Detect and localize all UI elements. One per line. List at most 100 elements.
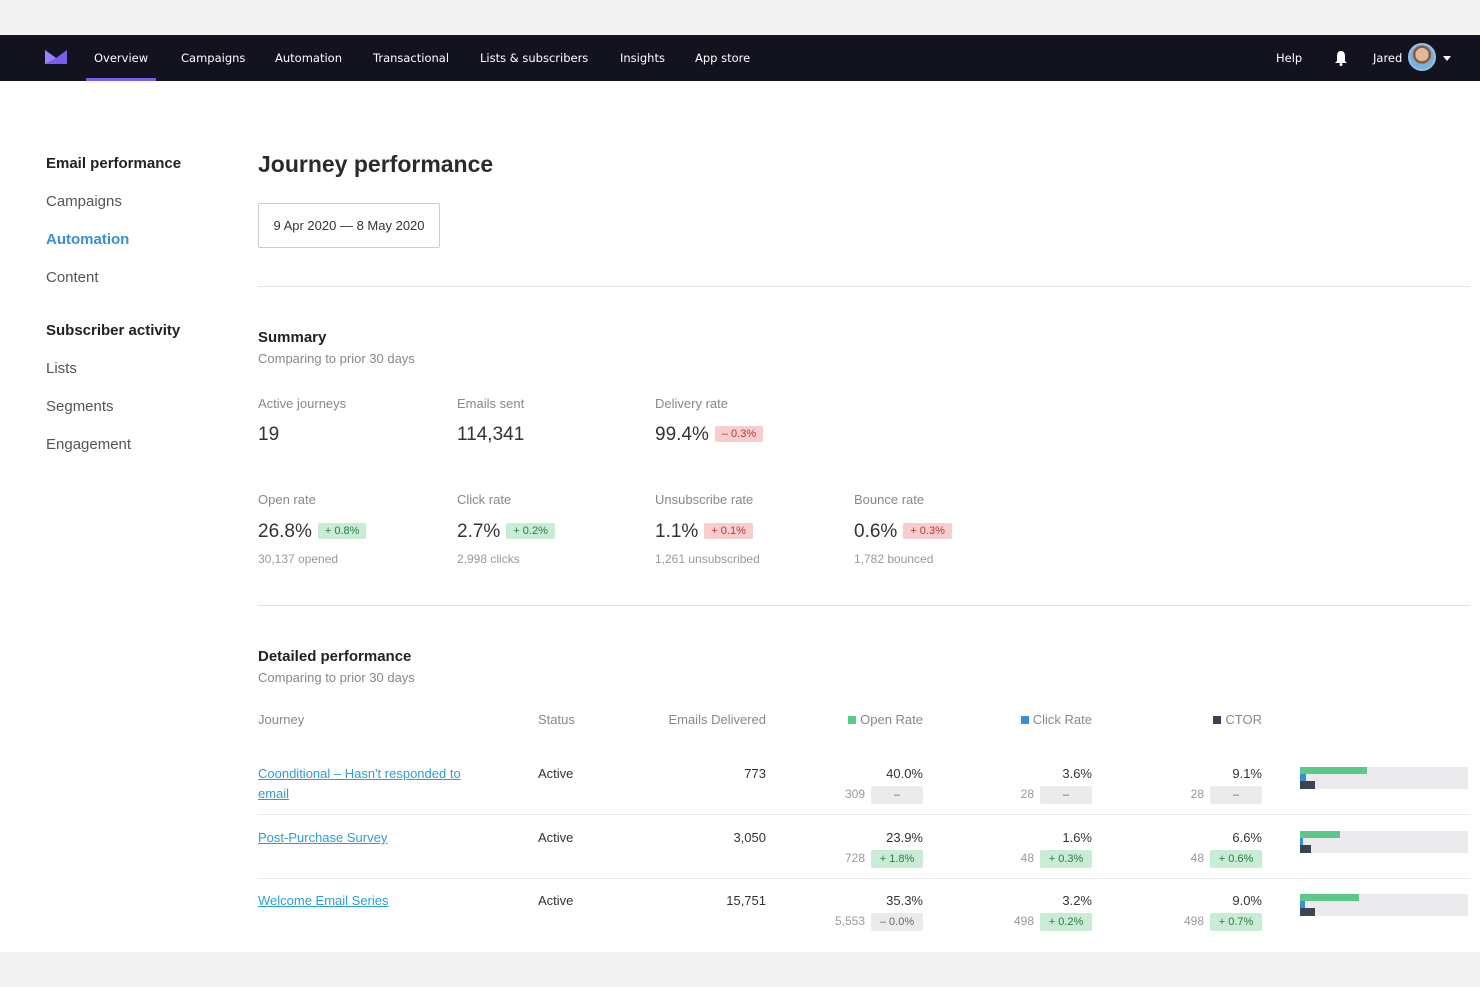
click-detail: 28– — [892, 785, 1092, 804]
ctor-count: 48 — [1190, 851, 1204, 865]
metric-sub: 1,782 bounced — [854, 552, 934, 566]
logo-icon[interactable] — [45, 50, 67, 64]
metric-value: 26.8% + 0.8% — [258, 521, 367, 543]
bell-icon[interactable] — [1334, 50, 1348, 66]
summary-title: Summary — [258, 329, 327, 346]
nav-campaigns[interactable]: Campaigns — [181, 51, 246, 65]
col-journey: Journey — [258, 712, 305, 727]
chevron-down-icon[interactable] — [1443, 56, 1451, 61]
col-emails-delivered: Emails Delivered — [668, 712, 766, 727]
nav-overview[interactable]: Overview — [86, 35, 157, 81]
ctor-legend-swatch — [1213, 716, 1222, 724]
divider — [258, 286, 1470, 287]
status: Active — [538, 830, 574, 845]
click-rate-bar — [1300, 774, 1307, 781]
ctor-count: 28 — [1190, 787, 1204, 801]
change-badge: – — [1040, 786, 1092, 804]
sidebar-item-automation[interactable]: Automation — [46, 231, 130, 248]
col-open-rate: Open Rate — [723, 712, 923, 727]
click-rate-bar — [1300, 838, 1303, 845]
metric-label: Delivery rate — [655, 396, 728, 411]
metric-sub: 2,998 clicks — [457, 552, 520, 566]
click-count: 498 — [1013, 914, 1034, 928]
nav-app-store[interactable]: App store — [695, 51, 751, 65]
col-status: Status — [538, 712, 575, 727]
ctor-bar — [1300, 781, 1316, 789]
ctor-detail: 28– — [1062, 785, 1262, 804]
sidebar-item-engagement[interactable]: Engagement — [46, 436, 132, 453]
status: Active — [538, 766, 574, 781]
open-detail: 5,553 – 0.0% — [723, 912, 923, 931]
content: Email performance Campaigns Automation C… — [0, 81, 1480, 952]
open-rate-bar — [1300, 894, 1360, 901]
rate-bar-track — [1300, 767, 1468, 789]
page-title: Journey performance — [258, 151, 494, 177]
click-rate: 3.6% — [1062, 766, 1092, 781]
click-detail: 48 + 0.3% — [892, 849, 1092, 868]
change-badge: – — [1210, 786, 1262, 804]
sidebar-item-campaigns[interactable]: Campaigns — [46, 193, 122, 210]
change-badge: + 1.8% — [871, 850, 923, 868]
date-range-picker[interactable]: 9 Apr 2020 — 8 May 2020 — [258, 203, 440, 248]
click-legend-swatch — [1020, 716, 1029, 724]
ctor-bar — [1300, 845, 1312, 853]
nav-lists-subscribers[interactable]: Lists & subscribers — [480, 51, 589, 65]
divider — [258, 605, 1470, 606]
rate-bar-track — [1300, 831, 1468, 853]
open-detail: 728 + 1.8% — [723, 849, 923, 868]
col-ctor: CTOR — [1062, 712, 1262, 727]
metric-label: Open rate — [258, 492, 316, 507]
help-link[interactable]: Help — [1276, 51, 1303, 65]
change-badge: – 0.3% — [714, 426, 764, 442]
row-divider — [258, 814, 1470, 815]
click-detail: 498 + 0.2% — [892, 912, 1092, 931]
click-rate: 1.6% — [1062, 830, 1092, 845]
change-badge: – — [871, 786, 923, 804]
top-nav: Overview Campaigns Automation Transactio… — [0, 35, 1480, 81]
open-rate: 35.3% — [886, 893, 923, 908]
nav-transactional[interactable]: Transactional — [373, 51, 450, 65]
click-count: 28 — [1020, 787, 1034, 801]
user-name[interactable]: Jared — [1373, 51, 1403, 65]
sidebar-item-content[interactable]: Content — [46, 269, 99, 286]
journey-link[interactable]: Post-Purchase Survey — [258, 830, 388, 845]
avatar[interactable] — [1408, 43, 1436, 71]
ctor-bar — [1300, 908, 1316, 916]
open-rate-bar — [1300, 831, 1341, 838]
metric-label: Unsubscribe rate — [655, 492, 754, 507]
open-rate-bar — [1300, 767, 1368, 774]
open-count: 309 — [844, 787, 865, 801]
nav-insights[interactable]: Insights — [620, 51, 665, 65]
ctor-rate: 9.1% — [1232, 766, 1262, 781]
open-detail: 309– — [723, 785, 923, 804]
metric-value: 0.6% + 0.3% — [854, 521, 952, 543]
detailed-title: Detailed performance — [258, 648, 412, 665]
sidebar-item-lists[interactable]: Lists — [46, 360, 77, 377]
click-rate: 3.2% — [1062, 893, 1092, 908]
metric-value: 114,341 — [457, 424, 525, 445]
row-divider — [258, 878, 1470, 879]
summary-subtitle: Comparing to prior 30 days — [258, 351, 415, 366]
ctor-detail: 498 + 0.7% — [1062, 912, 1262, 931]
change-badge: + 0.7% — [1210, 913, 1262, 931]
nav-automation[interactable]: Automation — [275, 51, 342, 65]
metric-sub: 30,137 opened — [258, 552, 339, 566]
journey-link[interactable]: Coonditional – Hasn't responded to email — [258, 766, 461, 801]
open-rate: 40.0% — [886, 766, 923, 781]
metric-value: 19 — [258, 424, 280, 445]
change-badge: + 0.2% — [506, 523, 555, 539]
change-badge: + 0.8% — [317, 523, 367, 539]
rate-bar-track — [1300, 894, 1468, 916]
sidebar-item-segments[interactable]: Segments — [46, 398, 114, 415]
metric-value: 1.1% + 0.1% — [655, 521, 753, 543]
journey-link[interactable]: Welcome Email Series — [258, 893, 389, 908]
open-legend-swatch — [848, 716, 857, 724]
change-badge: + 0.6% — [1210, 850, 1262, 868]
detailed-subtitle: Comparing to prior 30 days — [258, 670, 415, 685]
metric-value: 2.7% + 0.2% — [457, 521, 555, 543]
emails-delivered: 15,751 — [726, 893, 766, 908]
metric-sub: 1,261 unsubscribed — [655, 552, 760, 566]
change-badge: + 0.3% — [903, 523, 952, 539]
metric-label: Emails sent — [457, 396, 525, 411]
ctor-detail: 48 + 0.6% — [1062, 849, 1262, 868]
